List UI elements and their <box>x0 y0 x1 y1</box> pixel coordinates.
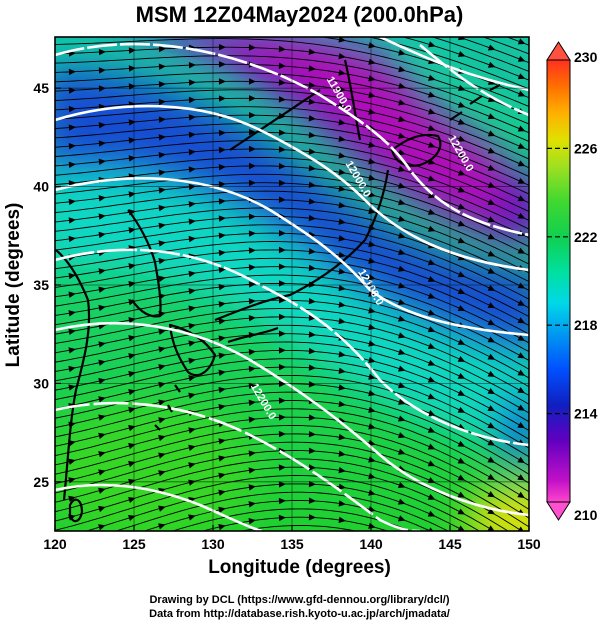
x-tick-label: 140 <box>359 536 383 552</box>
x-axis-label: Longitude (degrees) <box>208 557 391 578</box>
x-tick-label: 145 <box>438 536 462 552</box>
x-tick-label: 130 <box>201 536 225 552</box>
x-tick-label: 120 <box>43 536 67 552</box>
y-tick-label: 35 <box>33 277 49 293</box>
x-tick-label: 125 <box>122 536 146 552</box>
y-tick-label: 45 <box>33 80 49 96</box>
lat-lon-grid <box>55 37 529 531</box>
colorbar-tick-label: 222 <box>574 229 598 245</box>
colorbar-tick-label: 218 <box>574 317 598 333</box>
colorbar-max-triangle <box>546 41 571 61</box>
x-tick-label: 135 <box>280 536 304 552</box>
x-tick-labels: 120 125 130 135 140 145 150 <box>43 525 541 552</box>
colorbar-tick-label: 230 <box>574 49 598 65</box>
credit-drawing: Drawing by DCL (https://www.gfd-dennou.o… <box>149 594 450 606</box>
y-tick-label: 40 <box>33 179 49 195</box>
x-tick-label: 150 <box>517 536 541 552</box>
colorbar-tick-label: 210 <box>574 507 598 523</box>
figure-title: MSM 12Z04May2024 (200.0hPa) <box>135 2 464 27</box>
height-contours <box>55 37 529 531</box>
colorbar-tick-label: 214 <box>574 406 598 422</box>
y-tick-labels: 25 30 35 40 45 <box>33 80 61 490</box>
credit-data: Data from http://database.rish.kyoto-u.a… <box>149 608 450 620</box>
colorbar-tick-label: 226 <box>574 140 598 156</box>
colorbar-min-triangle <box>546 501 571 521</box>
y-tick-label: 30 <box>33 375 49 391</box>
colorbar: 210 214 218 222 226 230 <box>546 41 598 523</box>
y-tick-label: 25 <box>33 474 49 490</box>
